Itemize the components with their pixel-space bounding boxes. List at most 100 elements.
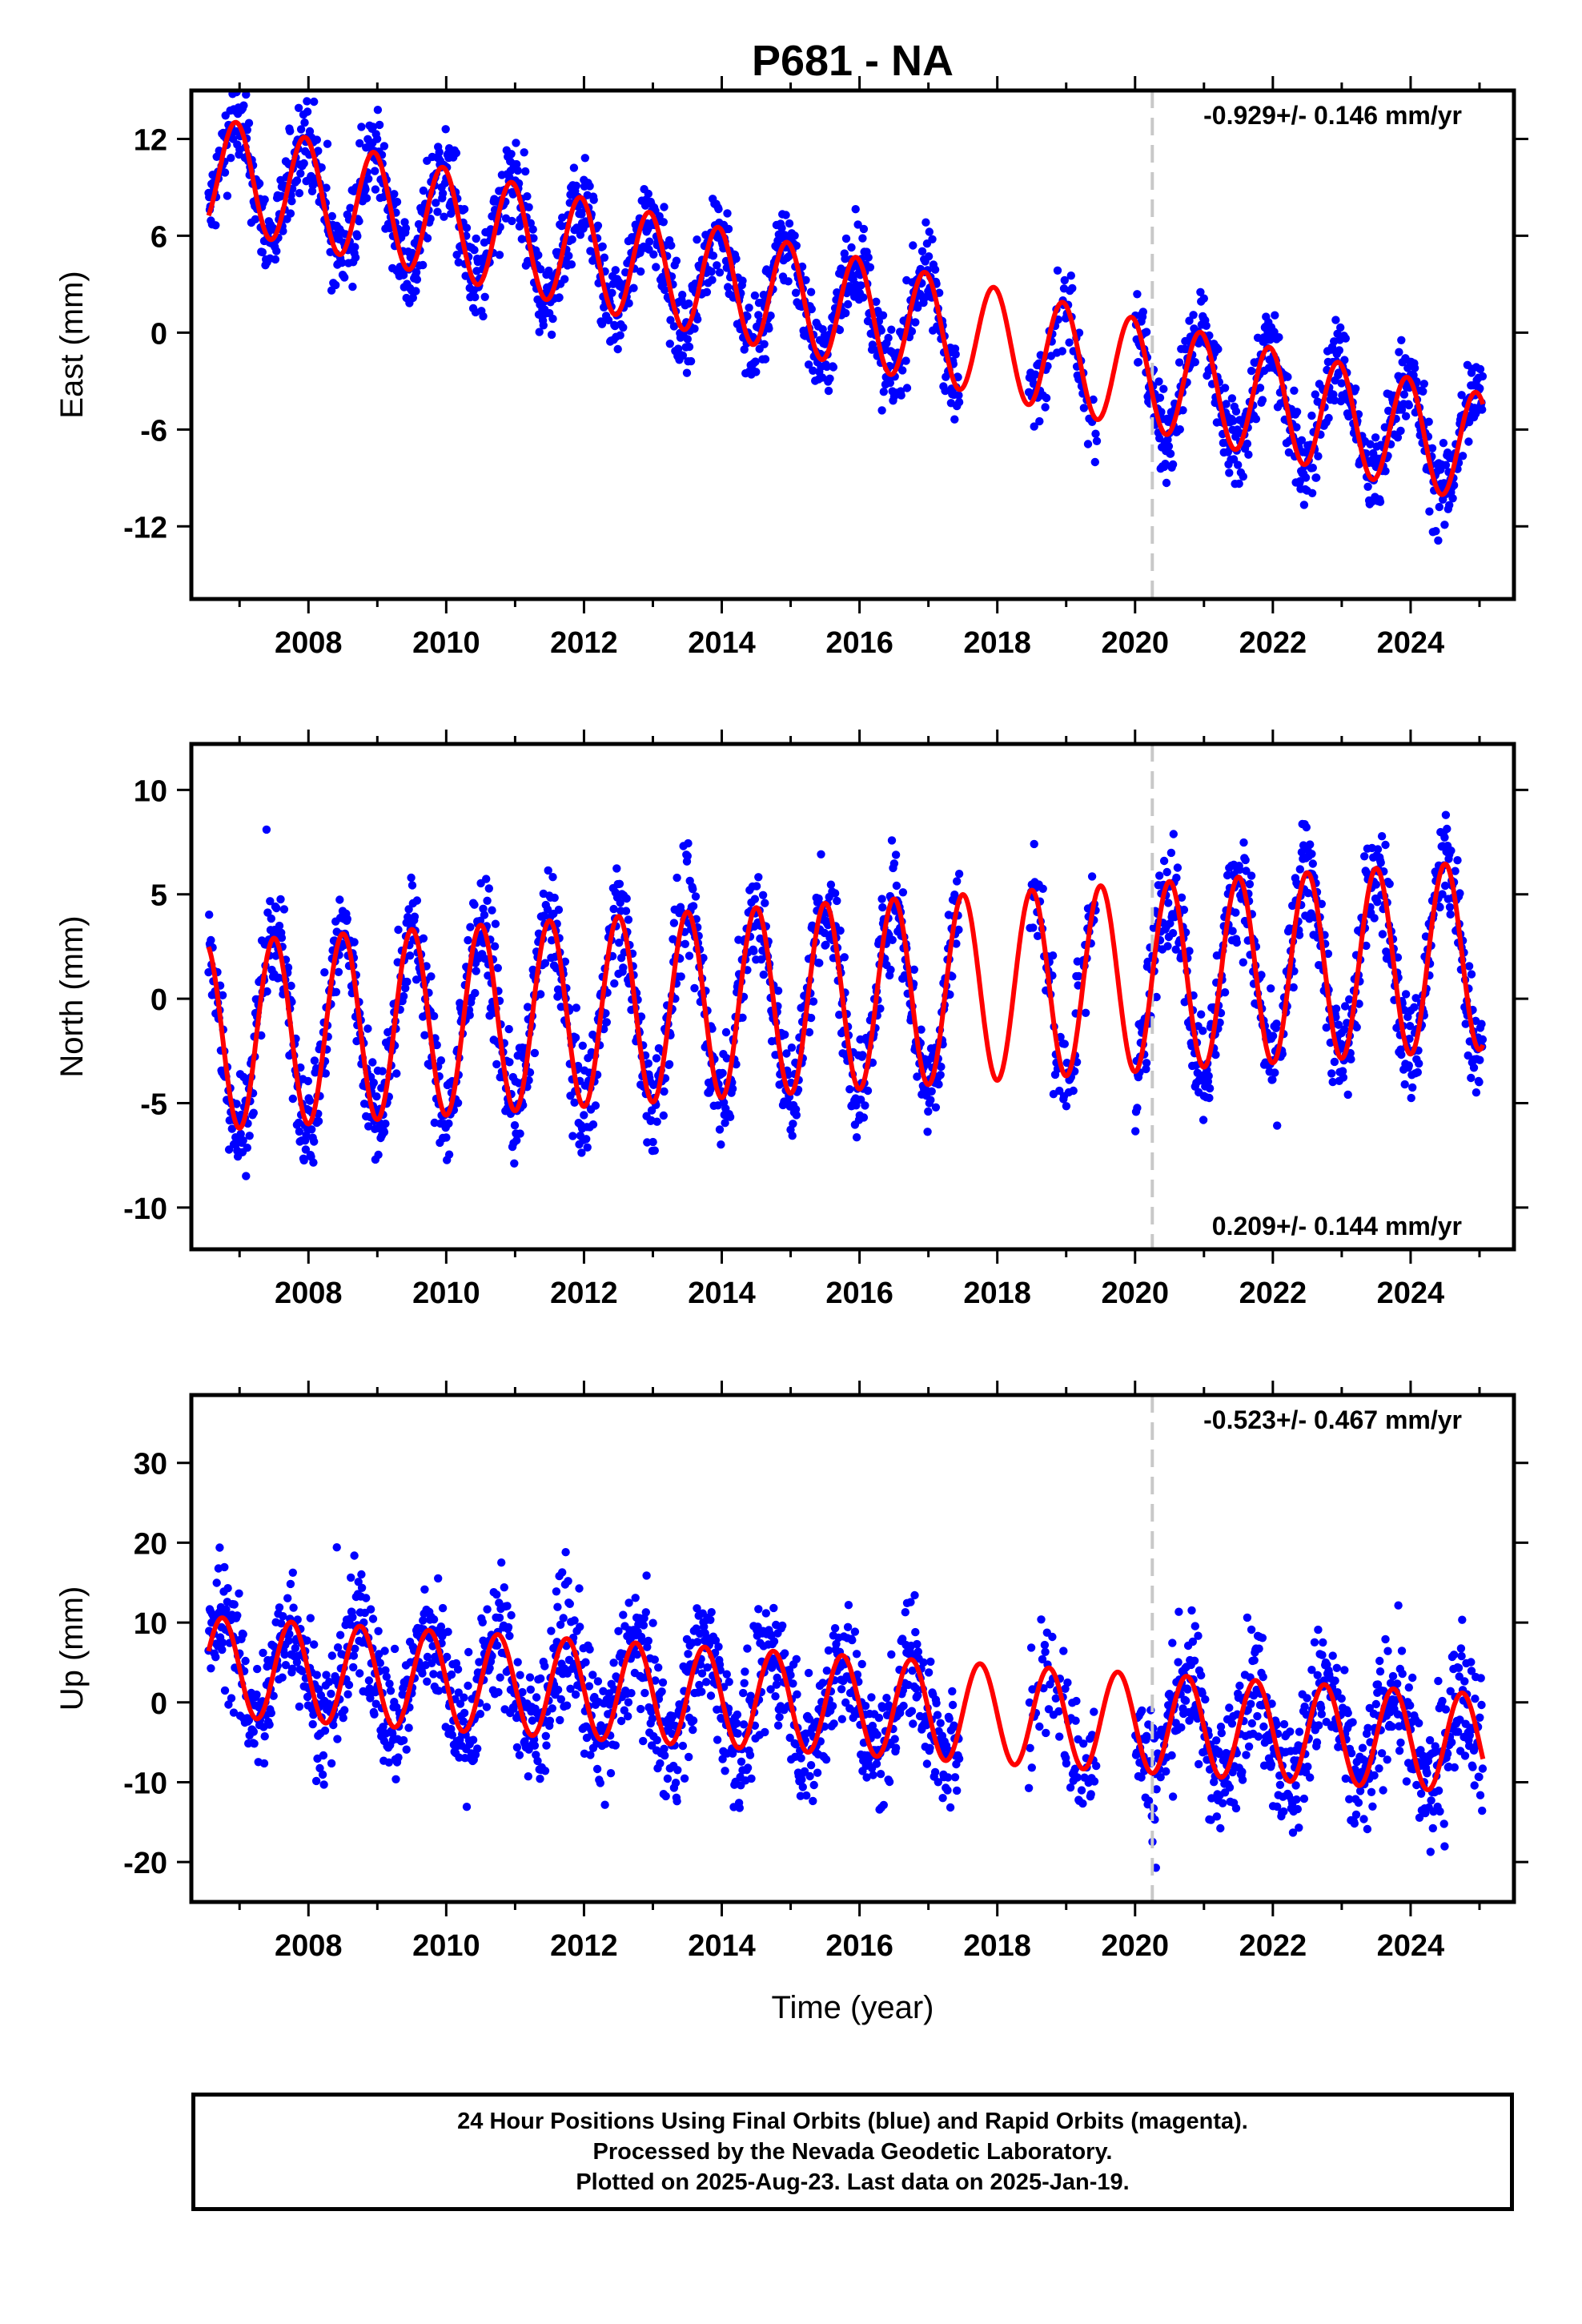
data-point — [488, 906, 496, 915]
data-point — [829, 363, 838, 372]
data-point — [1092, 436, 1102, 445]
data-point — [689, 1725, 697, 1735]
data-point — [1163, 942, 1172, 951]
data-point — [540, 959, 550, 967]
data-point — [1197, 1010, 1206, 1019]
data-point — [792, 241, 801, 250]
rate-label: -0.929+/- 0.146 mm/yr — [1203, 101, 1462, 130]
data-point — [580, 154, 589, 163]
data-point — [843, 300, 853, 309]
data-point — [374, 1626, 383, 1636]
data-point — [1413, 1068, 1423, 1077]
data-point — [286, 127, 295, 135]
data-point — [1079, 404, 1089, 412]
data-point — [535, 328, 544, 336]
data-point — [1060, 1039, 1070, 1048]
data-point — [327, 1689, 335, 1699]
data-point — [817, 373, 827, 382]
data-point — [492, 1590, 501, 1599]
data-point — [738, 276, 747, 285]
data-point — [1178, 406, 1187, 415]
data-point — [1164, 442, 1174, 451]
data-point — [305, 1096, 315, 1105]
data-point — [1419, 387, 1427, 396]
data-point — [553, 1685, 563, 1695]
data-point — [691, 892, 701, 901]
data-point — [1478, 405, 1487, 414]
data-point — [1239, 958, 1248, 967]
data-point — [826, 880, 836, 889]
data-point — [724, 283, 733, 292]
data-point — [1307, 850, 1316, 858]
data-point — [954, 925, 963, 935]
data-point — [495, 251, 504, 259]
data-point — [685, 1752, 693, 1762]
data-point — [355, 1669, 364, 1678]
data-point — [423, 1677, 432, 1686]
data-point — [223, 1584, 232, 1593]
data-point — [1378, 930, 1387, 939]
data-point — [807, 304, 816, 314]
data-point — [1267, 984, 1275, 993]
y-axis-label: North (mm) — [54, 915, 90, 1077]
data-point — [526, 219, 535, 227]
data-point — [684, 838, 693, 848]
chart-title: P681 - NA — [752, 37, 954, 85]
data-point — [332, 1543, 341, 1552]
data-point — [683, 335, 692, 344]
data-point — [951, 350, 960, 359]
data-point — [227, 1124, 236, 1133]
data-point — [1204, 1072, 1213, 1080]
data-point — [426, 215, 435, 223]
data-point — [1299, 501, 1309, 509]
data-point — [471, 988, 480, 998]
data-point — [750, 291, 760, 300]
data-point — [752, 882, 761, 891]
data-point — [277, 191, 286, 200]
data-point — [556, 1715, 564, 1725]
data-point — [399, 991, 408, 1001]
data-point — [611, 266, 620, 275]
data-point — [249, 1727, 258, 1736]
data-point — [338, 258, 347, 267]
y-tick-label: 0 — [151, 317, 167, 351]
data-point — [350, 938, 359, 947]
data-point — [735, 1803, 744, 1812]
data-point — [1371, 433, 1380, 442]
data-point — [686, 356, 696, 366]
data-point — [310, 1640, 319, 1649]
data-point — [1245, 879, 1255, 889]
data-point — [1143, 957, 1152, 967]
data-point — [412, 267, 421, 277]
data-point — [621, 907, 631, 915]
data-point — [1397, 336, 1406, 344]
data-point — [659, 1111, 668, 1120]
data-point — [532, 1693, 541, 1702]
data-point — [924, 252, 934, 261]
data-point — [373, 106, 383, 115]
data-point — [323, 139, 332, 148]
scatter-points — [204, 1543, 1488, 1872]
data-point — [1340, 356, 1349, 364]
data-point — [1292, 408, 1302, 416]
data-point — [804, 360, 813, 369]
data-point — [624, 1698, 633, 1707]
data-point — [318, 1770, 327, 1779]
data-point — [379, 142, 389, 151]
data-point — [805, 1027, 814, 1037]
data-point — [309, 1158, 318, 1167]
data-point — [523, 192, 532, 201]
data-point — [512, 139, 520, 147]
data-point — [1081, 1008, 1090, 1018]
data-point — [312, 1671, 321, 1679]
data-point — [419, 186, 428, 195]
data-point — [652, 1117, 661, 1126]
data-point — [627, 1689, 636, 1698]
data-point — [215, 1543, 224, 1552]
data-point — [877, 406, 886, 415]
data-point — [263, 987, 271, 996]
data-point — [1449, 480, 1459, 490]
data-point — [300, 118, 309, 127]
data-point — [561, 1548, 570, 1557]
data-point — [1396, 426, 1405, 436]
